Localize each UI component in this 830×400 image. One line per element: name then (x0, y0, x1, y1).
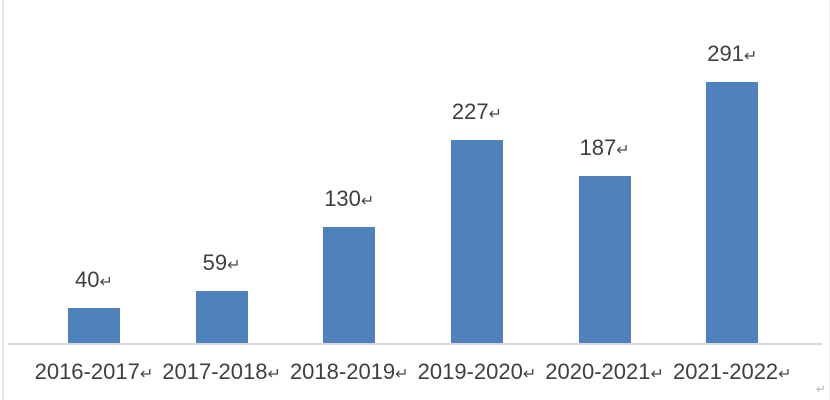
paragraph-mark-icon: ↵ (650, 366, 664, 383)
bar (67, 308, 120, 344)
paragraph-mark-icon: ↵ (267, 366, 281, 383)
bar-value-label: 291↵ (707, 41, 758, 66)
x-axis-category-label: 2019-2020↵ (417, 359, 537, 384)
x-axis-category-label: 2021-2022↵ (672, 359, 792, 384)
paragraph-mark-icon: ↵ (778, 366, 792, 383)
x-axis-category-label: 2018-2019↵ (289, 359, 409, 384)
x-axis-category-label: 2020-2021↵ (545, 359, 664, 384)
paragraph-mark-icon: ↵ (616, 142, 630, 159)
paragraph-mark-icon: ↵ (139, 366, 154, 383)
bar-value-label: 187↵ (579, 135, 630, 160)
x-axis-line (8, 343, 822, 345)
x-axis-category-label: 2016-2017↵ (34, 359, 154, 384)
bar-value-label: 59↵ (202, 250, 241, 275)
paragraph-mark-after-image: ↵ (815, 382, 826, 396)
bar-value-label: 130↵ (324, 186, 375, 211)
paragraph-mark-icon: ↵ (743, 48, 758, 65)
bar-column: 40↵ (30, 0, 158, 344)
bar (578, 176, 631, 344)
bar-chart-plot-area: 40↵ 59↵ 130↵ 227↵ 187↵ 291↵ (30, 0, 796, 344)
bar-value-label: 40↵ (74, 267, 113, 292)
paragraph-mark-icon: ↵ (227, 257, 241, 274)
paragraph-mark-icon: ↵ (522, 366, 537, 383)
paragraph-mark-icon: ↵ (360, 193, 375, 210)
paragraph-mark-icon: ↵ (99, 274, 113, 291)
bar (195, 291, 248, 344)
bar-column: 227↵ (413, 0, 541, 344)
x-axis-category-label: 2017-2018↵ (162, 359, 281, 384)
x-axis-labels: 2016-2017↵ 2017-2018↵ 2018-2019↵ 2019-2020↵… (30, 358, 796, 389)
bar (706, 82, 759, 344)
paragraph-mark-icon: ↵ (395, 366, 409, 383)
bar-column: 130↵ (285, 0, 413, 344)
bar-column: 187↵ (541, 0, 669, 344)
bar (450, 140, 503, 344)
paragraph-mark-icon: ↵ (488, 106, 502, 123)
bar-column: 291↵ (668, 0, 796, 344)
bar-column: 59↵ (158, 0, 286, 344)
bar-value-label: 227↵ (451, 99, 502, 124)
bar (323, 227, 376, 344)
page-left-border (2, 0, 4, 400)
